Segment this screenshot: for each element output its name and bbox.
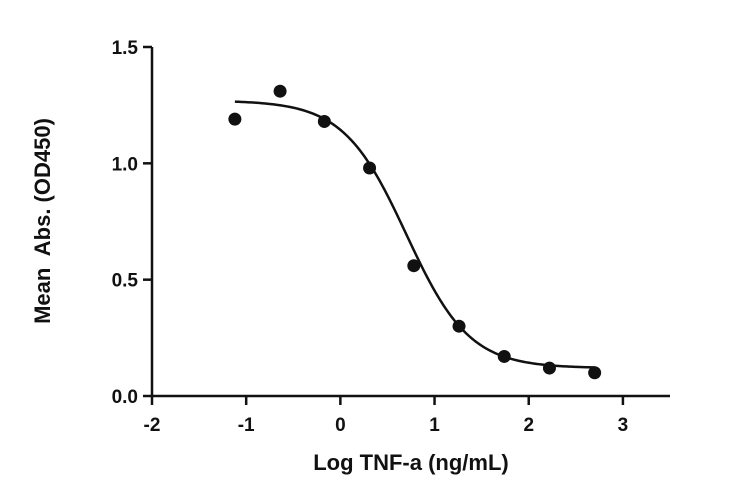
- data-point: [542, 361, 556, 375]
- x-axis-title: Log TNF-a (ng/mL): [313, 450, 509, 475]
- fit-curve: [234, 100, 595, 369]
- data-point: [228, 112, 242, 126]
- x-tick-label: -2: [144, 415, 161, 436]
- y-tick-label: 0.0: [112, 387, 138, 408]
- y-tick-label: 1.0: [112, 154, 138, 175]
- x-tick-label: 3: [618, 415, 629, 436]
- y-ticks: 0.0 0.5 1.0 1.5: [112, 38, 152, 408]
- x-tick-label: 2: [523, 415, 534, 436]
- data-point: [317, 114, 331, 128]
- data-point: [588, 366, 602, 380]
- x-tick-label: 0: [335, 415, 346, 436]
- data-point: [273, 84, 287, 98]
- data-point: [497, 349, 511, 363]
- y-axis-title: Mean Abs. (OD450): [30, 118, 55, 324]
- data-point: [452, 319, 466, 333]
- x-tick-label: 1: [429, 415, 440, 436]
- data-points: [228, 84, 602, 380]
- y-tick-label: 1.5: [112, 38, 139, 59]
- data-point: [363, 161, 377, 175]
- y-tick-label: 0.5: [112, 271, 139, 292]
- x-tick-label: -1: [238, 415, 255, 436]
- x-ticks: -2 -1 0 1 2 3: [144, 396, 629, 436]
- data-point: [407, 259, 421, 273]
